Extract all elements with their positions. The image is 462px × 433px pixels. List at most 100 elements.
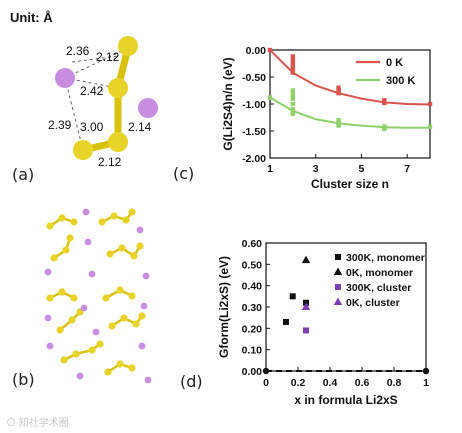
sulfur-atom (70, 294, 78, 302)
data-point-0 (336, 85, 341, 90)
reference-endpoint (422, 367, 430, 375)
bond-length-label: 3.00 (80, 120, 104, 134)
panel-label-a: (a) (12, 165, 35, 184)
sulfur-atom (73, 140, 93, 160)
data-point-1 (290, 92, 296, 97)
sulfur-atom (122, 216, 130, 224)
crystal-structure-b (44, 208, 152, 384)
data-point-2 (303, 327, 309, 334)
y-tick-label: 0.50 (242, 259, 263, 271)
sulfur-atom (128, 292, 136, 300)
panel-label-c: (c) (173, 164, 195, 183)
sulfur-atom (56, 326, 64, 334)
x-tick-label: 5 (359, 163, 365, 175)
sulfur-chain (111, 315, 143, 328)
sulfur-atom (110, 212, 118, 220)
bond-length-label: 2.12 (96, 50, 120, 64)
watermark: ⊙ 知社学术圈 (6, 418, 69, 429)
data-point-1 (301, 255, 311, 264)
x-tick-label: 0.6 (355, 377, 370, 389)
sulfur-atom (70, 218, 78, 226)
lithium-atom (44, 314, 52, 322)
fit-line-1 (269, 96, 430, 129)
sulfur-atom (102, 294, 110, 302)
sulfur-atom (130, 252, 138, 260)
x-tick-label: 1 (423, 377, 429, 389)
y-axis-title: G(Li2S4)n/n (eV) (221, 57, 235, 150)
data-point-0 (290, 67, 296, 72)
sulfur-atom (50, 254, 58, 262)
x-tick-label: 7 (404, 163, 410, 175)
bond-length-label: 2.36 (66, 44, 90, 58)
sulfur-atom (104, 368, 112, 376)
data-point-0 (336, 88, 341, 93)
data-point-1 (290, 101, 296, 107)
sulfur-atom (128, 208, 136, 216)
reference-endpoint (262, 367, 270, 375)
data-point-0 (427, 101, 433, 107)
bond-length-label: 2.39 (48, 118, 72, 132)
sulfur-atom (108, 322, 116, 330)
y-tick-label: 0.00 (242, 366, 263, 378)
y-tick-label: 0.40 (242, 281, 263, 293)
x-tick-label: 0.8 (387, 377, 402, 389)
legend-label-1: 0K, monomer (346, 267, 413, 279)
sulfur-atom (108, 78, 128, 98)
sulfur-atom (132, 320, 140, 328)
x-tick-label: 1 (267, 163, 273, 175)
sulfur-atom (46, 294, 54, 302)
legend-label-0: 0 K (386, 57, 403, 69)
data-point-0 (336, 91, 341, 96)
data-point-1 (382, 126, 387, 132)
data-point-1 (267, 95, 273, 100)
sulfur-chain (63, 343, 101, 362)
data-point-3 (301, 302, 311, 310)
sulfur-atom (108, 132, 128, 152)
sulfur-atom (62, 246, 70, 254)
lithium-atom (142, 272, 150, 280)
data-point-1 (336, 120, 341, 126)
data-point-1 (336, 118, 341, 123)
fit-line-0 (269, 49, 431, 106)
sulfur-atom (58, 288, 66, 296)
y-tick-label: 0.60 (242, 238, 263, 250)
sulfur-atom (96, 340, 104, 348)
lithium-atom (138, 98, 158, 118)
y-tick-label: -1.50 (242, 126, 266, 138)
sulfur-atom (118, 244, 126, 252)
dashed-bond (71, 55, 119, 63)
y-tick-label: 0.10 (242, 345, 263, 357)
data-point-1 (290, 107, 296, 112)
sulfur-atom (136, 242, 144, 250)
y-tick-label: -1.00 (242, 99, 266, 111)
sulfur-atom (120, 314, 128, 322)
sulfur-atom (116, 360, 124, 368)
y-axis-title: Gform(Li2xS) (eV) (217, 256, 231, 358)
lithium-atom (138, 342, 146, 350)
x-axis-title: x in formula Li2xS (294, 393, 397, 407)
molecule-structure-a (55, 36, 158, 160)
legend-marker-3 (333, 297, 343, 305)
lithium-atom (88, 270, 96, 278)
data-point-0 (267, 47, 273, 53)
data-point-0 (382, 98, 387, 103)
lithium-atom (76, 372, 84, 380)
legend-label-1: 300 K (386, 75, 415, 87)
legend-marker-1 (333, 267, 343, 275)
y-tick-label: -2.00 (242, 153, 266, 165)
data-point-0 (283, 318, 289, 325)
data-point-1 (336, 123, 341, 128)
data-point-0 (382, 100, 387, 106)
y-tick-label: 0.20 (242, 323, 263, 335)
legend-marker-2 (335, 284, 341, 290)
sulfur-atom (128, 364, 136, 372)
lithium-atom (80, 304, 88, 312)
y-tick-label: 0.30 (242, 302, 263, 314)
lithium-atom (136, 226, 144, 234)
data-point-1 (290, 88, 296, 93)
dashed-bond (64, 77, 84, 151)
sulfur-atom (118, 36, 138, 56)
x-tick-label: 0.4 (323, 377, 338, 389)
sulfur-chain (101, 211, 133, 224)
